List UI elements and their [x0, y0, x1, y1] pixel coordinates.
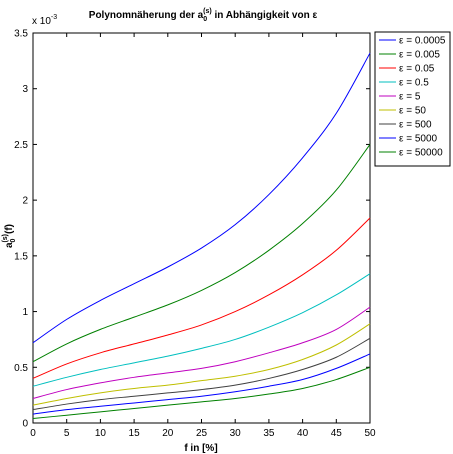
series-line — [32, 273, 371, 387]
x-tick-label: 5 — [64, 428, 70, 439]
series-line — [32, 306, 371, 399]
plot-area: 0 5 10 15 20 25 30 35 40 45 50 0 0.5 1 1.5 2 2.5 3 3.5 — [14, 29, 376, 440]
y-tick-label: 2 — [22, 196, 28, 207]
y-tick-label: 3 — [22, 84, 28, 95]
legend-label: ε = 50 — [399, 106, 426, 117]
y-tick-label: 1.5 — [14, 251, 28, 262]
x-tick-label: 10 — [95, 428, 107, 439]
x-tick-label: 0 — [30, 428, 36, 439]
y-tick-label: 0 — [22, 419, 28, 430]
x-tick-label: 30 — [230, 428, 242, 439]
y-axis-ticks: 0 0.5 1 1.5 2 2.5 3 3.5 — [14, 29, 370, 430]
legend-label: ε = 5000 — [399, 134, 438, 145]
x-tick-label: 20 — [162, 428, 174, 439]
legend-label: ε = 0.05 — [399, 64, 435, 75]
y-exponent-label: x 10-3 — [32, 14, 57, 27]
chart-title: Polynomnäherung der a0(s) in Abhängigkei… — [89, 8, 318, 23]
legend-label: ε = 500 — [399, 120, 432, 131]
legend: ε = 0.0005 ε = 0.005 ε = 0.05 ε = 0.5 ε = 5 ε… — [374, 31, 451, 167]
series-line — [32, 144, 371, 363]
y-axis-label: a0(s)(f) — [2, 224, 17, 248]
legend-label: ε = 5 — [399, 92, 421, 103]
x-axis-ticks: 0 5 10 15 20 25 30 35 40 45 50 — [30, 33, 376, 439]
legend-entries: ε = 0.0005 ε = 0.005 ε = 0.05 ε = 0.5 ε = 5 ε… — [379, 36, 446, 159]
x-tick-label: 40 — [297, 428, 309, 439]
series-line — [32, 353, 371, 415]
y-tick-label: 2.5 — [14, 140, 28, 151]
legend-label: ε = 0.5 — [399, 78, 429, 89]
series-lines — [32, 52, 371, 420]
x-tick-label: 35 — [263, 428, 275, 439]
y-tick-label: 1 — [22, 307, 28, 318]
x-tick-label: 50 — [364, 428, 376, 439]
y-tick-label: 0.5 — [14, 363, 28, 374]
series-line — [32, 217, 371, 379]
series-line — [32, 366, 371, 420]
legend-label: ε = 0.0005 — [399, 36, 446, 47]
x-tick-label: 15 — [129, 428, 141, 439]
series-line — [32, 323, 371, 406]
legend-label: ε = 0.005 — [399, 50, 440, 61]
axes-box — [32, 32, 371, 424]
series-line — [32, 52, 371, 344]
series-line — [32, 337, 371, 411]
y-tick-label: 3.5 — [14, 29, 28, 40]
x-axis-label: f in [%] — [184, 443, 217, 454]
x-tick-label: 45 — [331, 428, 343, 439]
x-tick-label: 25 — [196, 428, 208, 439]
legend-label: ε = 50000 — [399, 148, 443, 159]
